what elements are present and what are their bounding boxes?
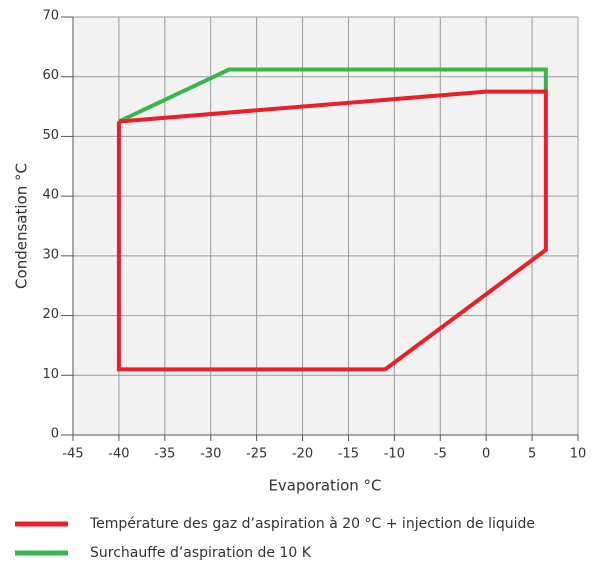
legend-text: Surchauffe d’aspiration de 10 K: [90, 545, 312, 561]
y-tick-label: 0: [51, 427, 59, 442]
x-tick-label: 5: [528, 447, 536, 462]
x-tick-label: -40: [108, 447, 129, 462]
y-tick-label: 70: [42, 9, 59, 24]
y-tick-label: 40: [42, 188, 59, 203]
series-line: [118, 67, 548, 124]
y-axis-title: Condensation °C: [13, 163, 31, 289]
x-axis-title: Evaporation °C: [268, 477, 381, 495]
x-tick-label: 0: [482, 447, 490, 462]
y-tick-label: 60: [42, 68, 59, 83]
x-tick-label: -35: [154, 447, 175, 462]
x-tick-label: -10: [384, 447, 405, 462]
x-tick-label: -5: [434, 447, 447, 462]
y-tick-label: 10: [42, 367, 59, 382]
y-tick-label: 20: [42, 307, 59, 322]
x-tick-label: -45: [62, 447, 83, 462]
x-tick-label: -15: [338, 447, 359, 462]
plot-background: [73, 17, 578, 435]
legend-text: Température des gaz d’aspiration à 20 °C…: [89, 516, 535, 532]
y-tick-label: 50: [42, 128, 59, 143]
x-tick-label: 10: [570, 447, 587, 462]
x-tick-label: -25: [246, 447, 267, 462]
series-line: [116, 89, 548, 372]
x-tick-label: -20: [292, 447, 313, 462]
y-tick-label: 30: [42, 247, 59, 262]
x-tick-label: -30: [200, 447, 221, 462]
